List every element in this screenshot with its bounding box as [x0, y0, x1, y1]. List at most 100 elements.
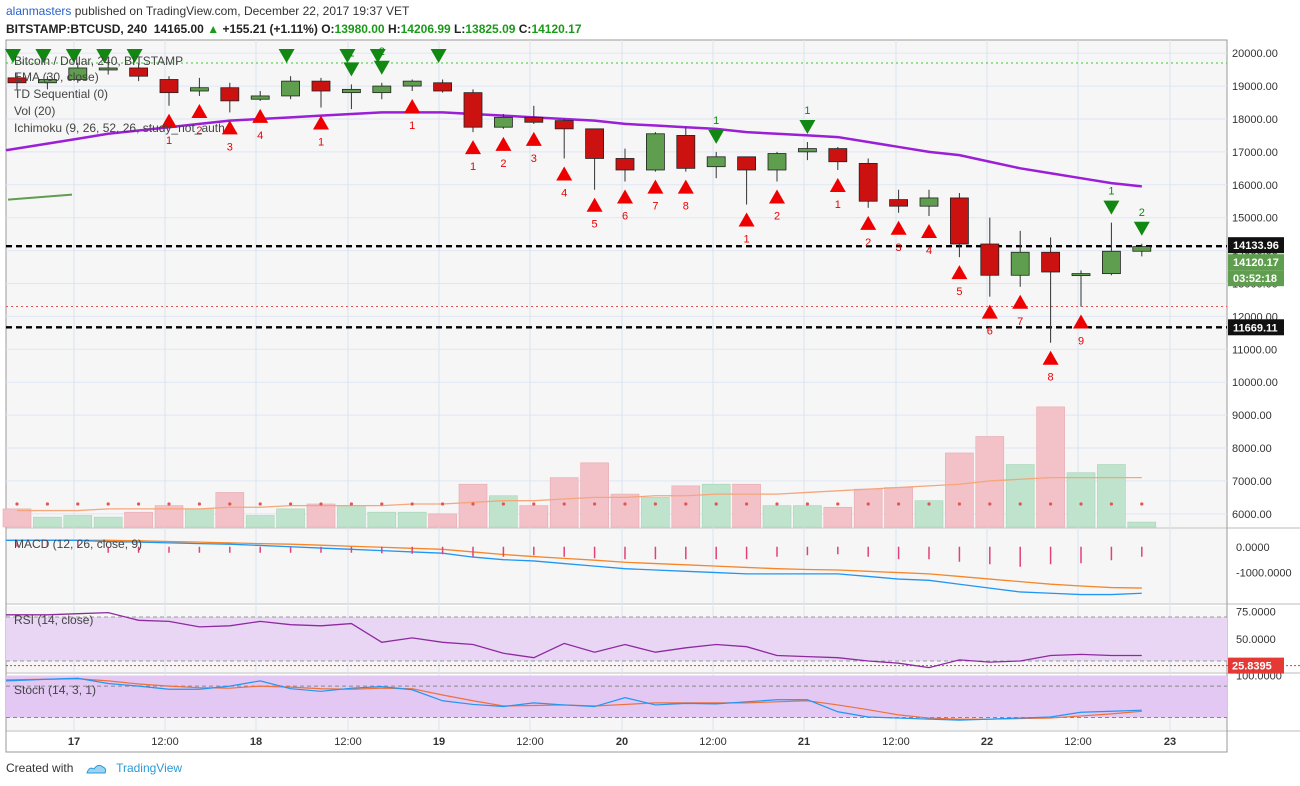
- td-sell-triangle: [799, 120, 816, 135]
- volume-bar: [1097, 464, 1126, 528]
- td-buy-count: 3: [227, 141, 233, 153]
- volume-bar: [397, 511, 427, 528]
- high-value: 14206.99: [400, 22, 451, 36]
- tradingview-logo-icon: [86, 764, 106, 774]
- rsi-line: [6, 611, 1142, 669]
- candle-body: [433, 82, 453, 92]
- candle: [1071, 270, 1091, 307]
- volume-dot: [836, 502, 840, 506]
- price-tick-label: 17000.00: [1232, 147, 1278, 159]
- volume-dot: [653, 502, 658, 506]
- rsi-legend[interactable]: RSI (14, close): [14, 613, 93, 627]
- ichimoku-legend[interactable]: Ichimoku (9, 26, 52, 26, study_not_auth: [14, 121, 225, 135]
- volume-bar: [884, 487, 913, 528]
- td-buy-triangle: [525, 131, 542, 146]
- candles: [7, 59, 1152, 343]
- td-buy-count: 4: [926, 245, 932, 257]
- td-buy-count: 3: [531, 153, 537, 165]
- stoch-legend[interactable]: Stoch (14, 3, 1): [14, 683, 96, 697]
- candle: [341, 84, 361, 110]
- candle-body: [38, 79, 57, 84]
- volume-dot: [76, 502, 80, 506]
- candle-body: [250, 95, 270, 100]
- td-buy-triangle: [495, 136, 512, 151]
- high-label: H:: [387, 22, 401, 36]
- volume-bar: [1036, 406, 1065, 528]
- volume-bar: [1005, 464, 1035, 528]
- candle: [159, 76, 179, 106]
- td-buy-triangle: [1073, 314, 1089, 329]
- td-top-triangle: [430, 49, 447, 63]
- candle-body: [1010, 251, 1030, 276]
- oscillator-panes: [5, 539, 1300, 721]
- candle-body: [615, 158, 635, 171]
- td-buy-count: 8: [1048, 372, 1054, 384]
- volume-bar: [185, 508, 214, 528]
- volume-dot: [714, 502, 718, 506]
- pane-backgrounds: [6, 617, 1227, 718]
- volume-dot: [1140, 502, 1144, 506]
- tradingview-link[interactable]: TradingView: [116, 761, 183, 775]
- low-label: L:: [454, 22, 466, 36]
- price-tick-label: 15000.00: [1232, 213, 1278, 225]
- td-sell-count: 1: [713, 115, 719, 127]
- rsi-axis-label: 50.0000: [1236, 634, 1276, 646]
- candle-body: [889, 199, 908, 207]
- time-tick-label: 12:00: [699, 736, 727, 748]
- volume-dot: [805, 502, 810, 506]
- symbol: BITSTAMP:BTCUSD, 240: [6, 22, 148, 36]
- candle-body: [493, 116, 513, 128]
- td-buy-count: 2: [500, 158, 506, 170]
- candle-body: [98, 67, 118, 71]
- current-price-tag: 14120.17: [1233, 257, 1279, 269]
- volume-bar: [701, 483, 731, 528]
- volume-bar: [215, 492, 245, 528]
- candle: [250, 91, 270, 101]
- td-sell-count: 1: [804, 105, 810, 117]
- td-legend[interactable]: TD Sequential (0): [14, 87, 108, 101]
- price-tick-label: 19000.00: [1232, 81, 1278, 93]
- macd-axis-label: -1000.0000: [1236, 568, 1292, 580]
- macd-legend[interactable]: MACD (12, 26, close, 9): [14, 537, 142, 551]
- volume-dot: [15, 502, 19, 506]
- low-value: 13825.09: [465, 22, 516, 36]
- stoch-band: [6, 675, 1227, 718]
- volume-dot: [228, 502, 232, 506]
- candle-body: [159, 79, 179, 94]
- chart-grid: [6, 40, 1227, 730]
- volume-bar: [732, 483, 761, 528]
- ema-legend[interactable]: EMA (30, close): [14, 70, 99, 84]
- volume-dot: [745, 502, 749, 506]
- td-sell-count: 1: [1108, 186, 1114, 198]
- time-tick-label: 12:00: [516, 736, 544, 748]
- last-price: 14165.00: [153, 22, 204, 36]
- chart-title: Bitcoin / Dollar, 240, BITSTAMP: [14, 54, 183, 68]
- candle: [38, 76, 57, 90]
- candle-body: [767, 153, 787, 171]
- vol-legend[interactable]: Vol (20): [14, 104, 55, 118]
- candle: [493, 114, 513, 129]
- candle: [402, 79, 422, 92]
- td-buy-triangle: [586, 197, 603, 212]
- volume-bar: [1066, 472, 1096, 528]
- td-sell-triangle: [1133, 221, 1150, 236]
- author-link[interactable]: alanmasters: [6, 4, 72, 18]
- ema-path: [5, 111, 1142, 188]
- price-axis: 0.0000-1000.000075.000050.0000100.000020…: [1232, 48, 1292, 682]
- current-price-tag-bg: [1228, 254, 1284, 271]
- level-lines: [6, 62, 1227, 329]
- candle-body: [68, 67, 88, 80]
- countdown-tag: 03:52:18: [1233, 273, 1277, 285]
- rsi-band: [6, 617, 1227, 661]
- volume-bar: [975, 436, 1005, 528]
- volume-dot: [167, 502, 171, 506]
- candle-body: [646, 133, 665, 171]
- level-high-tag: 14133.96: [1233, 240, 1279, 252]
- volume-bar: [762, 505, 792, 528]
- candle: [524, 105, 544, 124]
- time-axis: 17 12:00 18 12:00 19 12:00 20 12:00 21 12:00 22 12:…: [68, 736, 1176, 748]
- candle-body: [220, 87, 240, 102]
- td-buy-triangle: [404, 99, 421, 114]
- candle: [129, 63, 149, 82]
